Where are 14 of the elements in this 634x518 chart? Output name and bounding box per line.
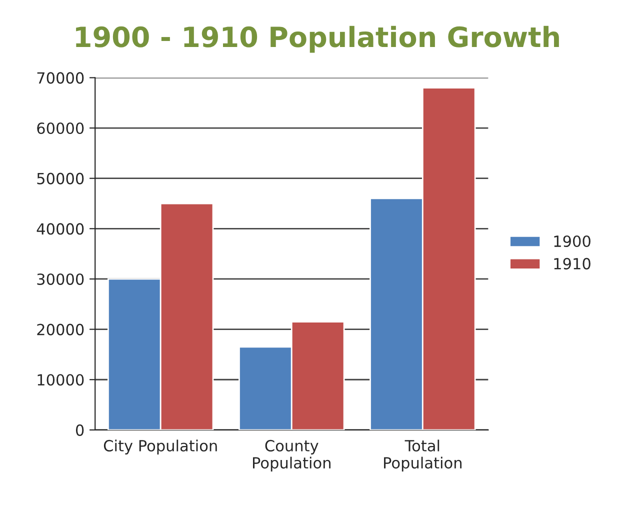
y-tick-label: 60000: [37, 122, 84, 134]
y-tick-label: 0: [76, 424, 84, 436]
chart-title: 1900 - 1910 Population Growth: [76, 26, 559, 53]
x-tick-label: County Population: [253, 440, 330, 472]
legend-label: 1900: [554, 235, 590, 248]
y-tick-label: 50000: [37, 172, 84, 184]
y-tick-label: 40000: [36, 223, 84, 235]
y-tick-label: 10000: [38, 374, 84, 386]
legend-label: 1910: [554, 258, 590, 270]
y-tick-label: 20000: [37, 324, 84, 336]
x-tick-label: Total Population: [384, 440, 462, 472]
x-tick-label: City Population: [104, 440, 217, 454]
y-tick-label: 70000: [37, 72, 84, 84]
y-tick-label: 30000: [37, 273, 84, 285]
